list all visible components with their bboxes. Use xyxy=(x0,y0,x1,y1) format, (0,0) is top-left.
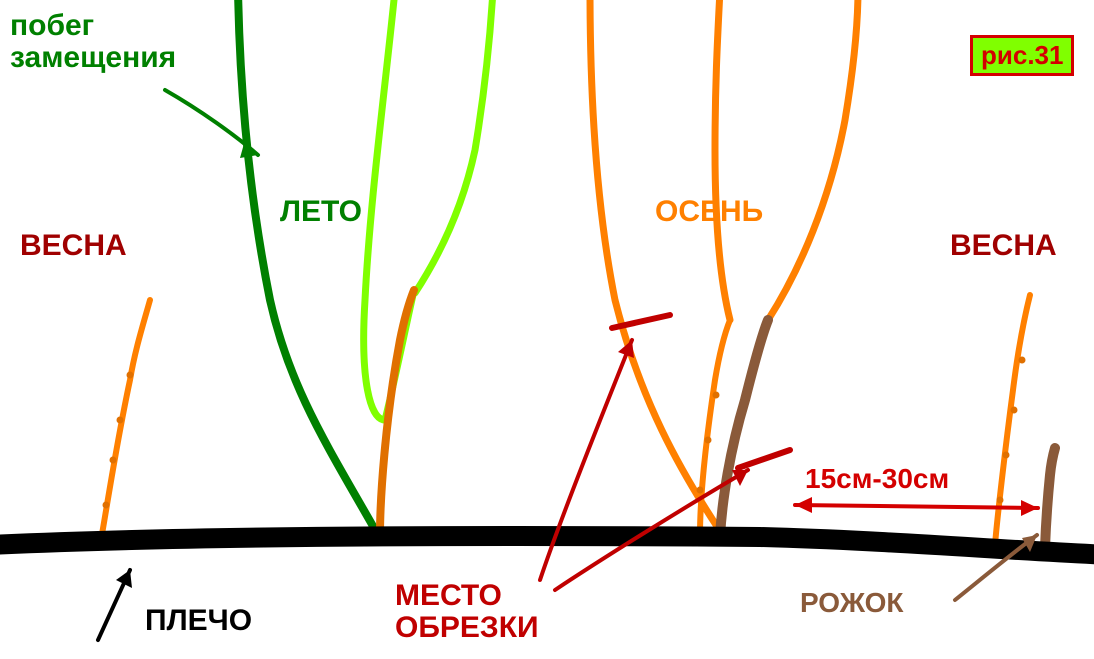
label-cut-place: МЕСТО ОБРЕЗКИ xyxy=(395,580,539,643)
label-distance: 15см-30см xyxy=(805,464,949,493)
label-autumn: ОСЕНЬ xyxy=(655,196,763,228)
diagram-canvas xyxy=(0,0,1094,659)
label-summer: ЛЕТО xyxy=(280,196,362,228)
label-shoulder: ПЛЕЧО xyxy=(145,605,252,637)
label-horn: РОЖОК xyxy=(800,588,904,617)
label-spring-right: ВЕСНА xyxy=(950,230,1057,262)
label-spring-left: ВЕСНА xyxy=(20,230,127,262)
label-replacement-shoot: побег замещения xyxy=(10,10,176,73)
figure-number-badge: рис.31 xyxy=(970,35,1074,76)
